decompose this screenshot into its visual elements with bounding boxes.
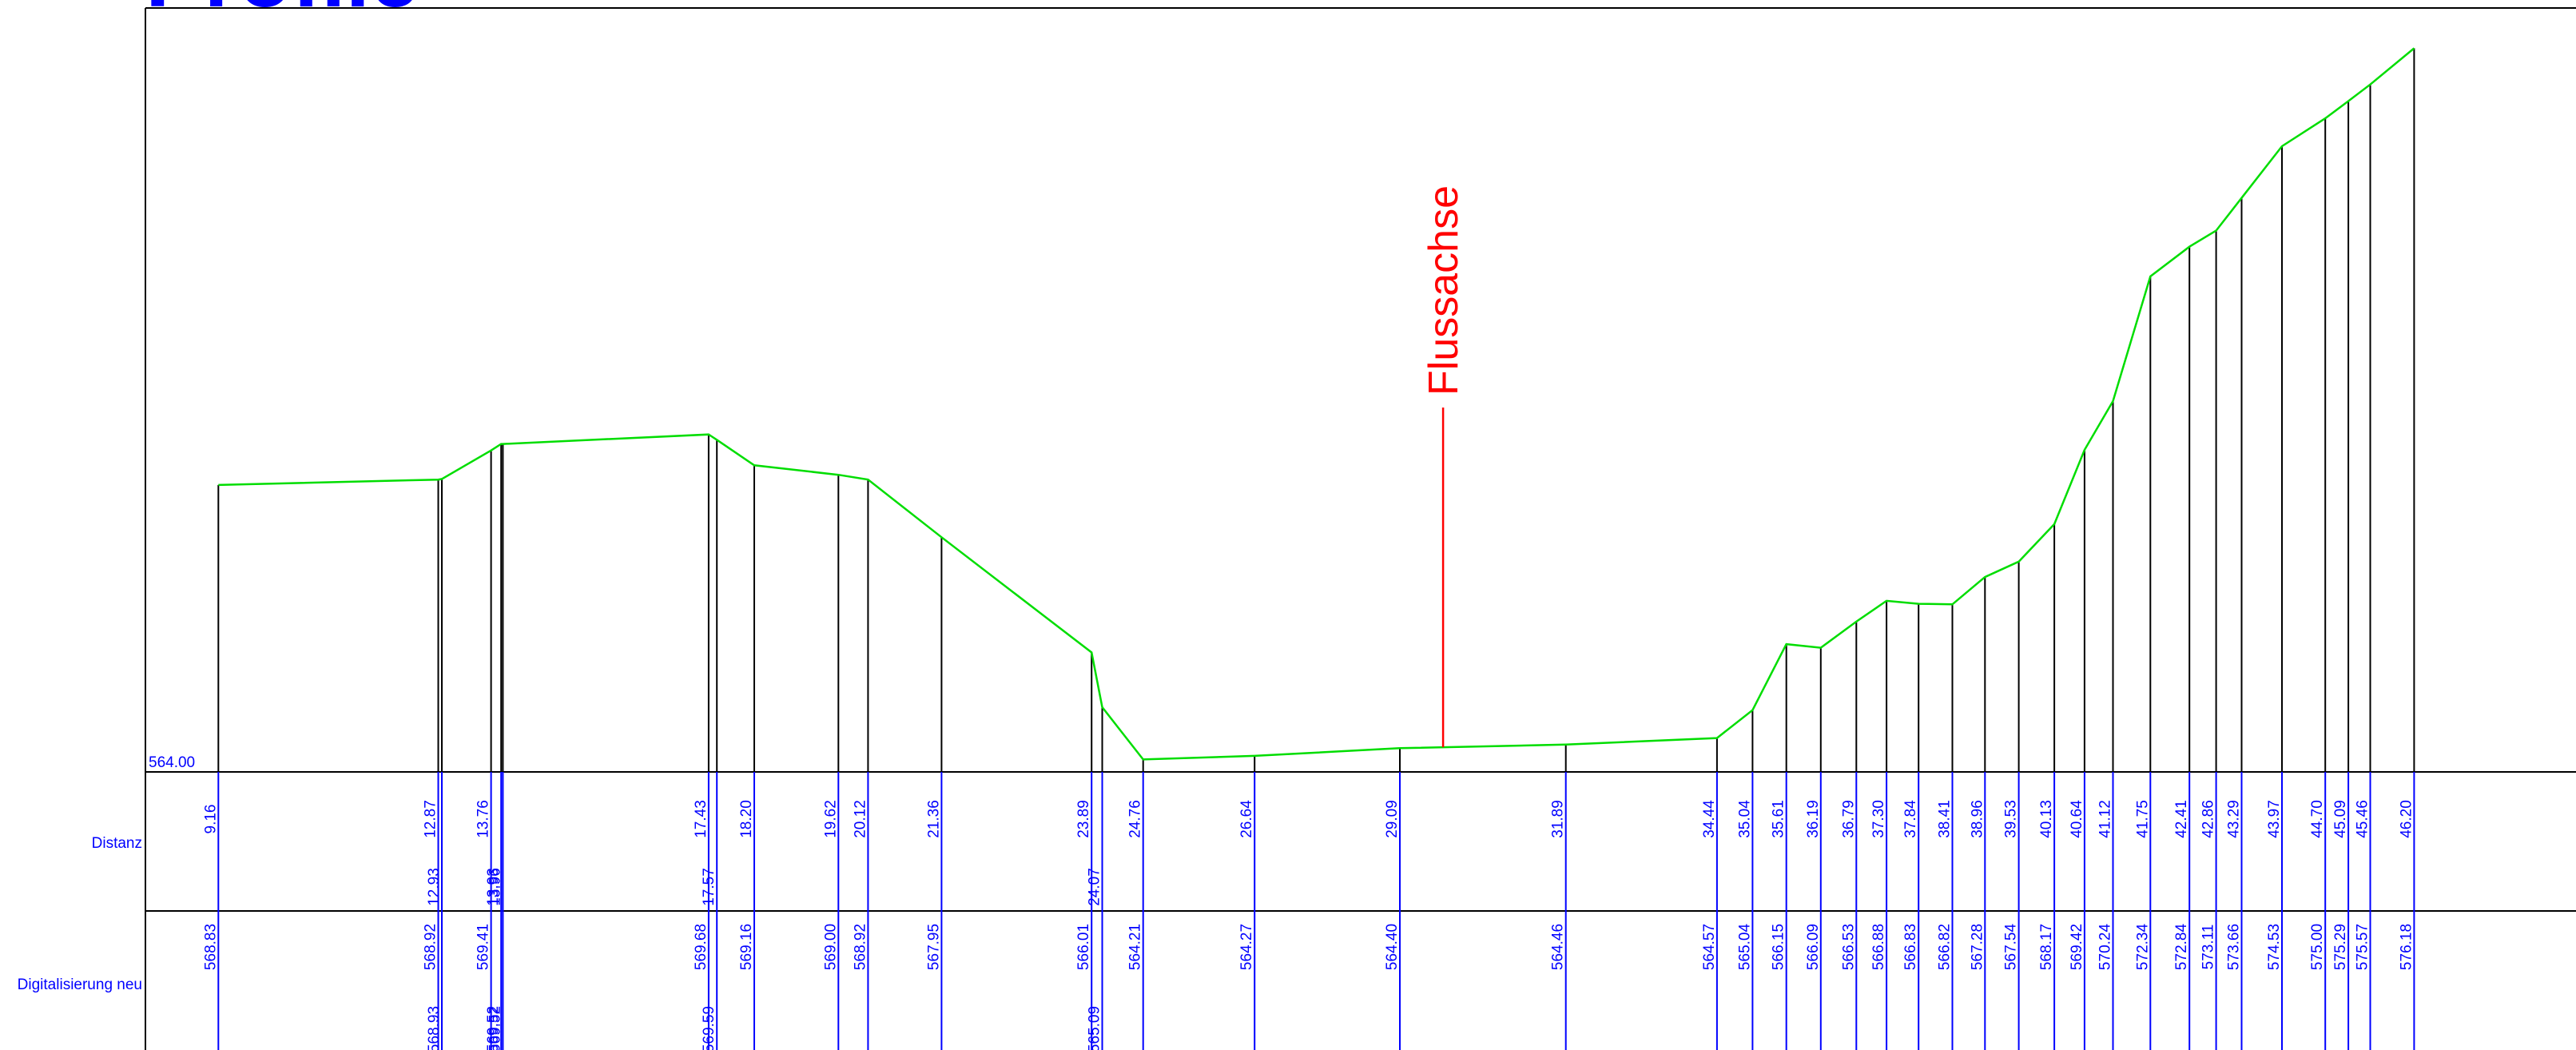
distance-label-22: 36.79 <box>1840 800 1857 838</box>
elevation-label-29: 569.42 <box>2069 924 2085 970</box>
elevation-label-33: 573.11 <box>2200 925 2217 970</box>
river-axis-label: Flussachse <box>1421 185 1467 396</box>
elevation-label-6: 569.68 <box>693 924 710 970</box>
distance-label-16: 29.09 <box>1384 800 1401 838</box>
elevation-label-35: 574.53 <box>2266 924 2283 970</box>
distance-label-30: 41.12 <box>2097 800 2114 838</box>
distance-label-39: 46.20 <box>2398 800 2415 838</box>
river-axis: Flussachse <box>1421 185 1467 748</box>
elevation-label-4: 569.52 <box>485 1006 502 1050</box>
distance-label-24: 37.84 <box>1902 800 1919 838</box>
elevation-label-7: 569.59 <box>701 1006 718 1050</box>
distance-label-10: 20.12 <box>852 800 869 838</box>
elevation-label-11: 567.95 <box>925 924 942 970</box>
profile-line <box>218 47 2415 761</box>
distance-label-15: 26.64 <box>1238 800 1255 838</box>
elevation-label-3: 569.41 <box>475 924 492 970</box>
elevation-label-36: 575.00 <box>2309 924 2326 970</box>
distance-label-21: 36.19 <box>1805 800 1822 838</box>
elevation-label-22: 566.53 <box>1840 924 1857 970</box>
elevation-label-37: 575.29 <box>2332 924 2349 970</box>
distance-label-3: 13.76 <box>475 800 492 838</box>
distance-label-31: 41.75 <box>2134 800 2151 838</box>
elevation-label-24: 566.83 <box>1902 924 1919 970</box>
distance-label-37: 45.09 <box>2332 800 2349 838</box>
elevation-label-13: 565.09 <box>1087 1006 1103 1050</box>
distance-label-6: 17.43 <box>693 800 710 838</box>
station-lines <box>217 48 2415 1050</box>
distance-label-20: 35.61 <box>1771 800 1787 838</box>
chart-title: Profile <box>145 0 419 26</box>
distance-label-4: 13.93 <box>485 868 502 906</box>
distance-label-14: 24.76 <box>1127 800 1144 838</box>
elevation-label-0: 568.83 <box>202 924 219 970</box>
distance-label-5: 13.96 <box>487 868 503 906</box>
elevation-label-25: 566.82 <box>1937 924 1954 970</box>
distance-label-27: 39.53 <box>2003 800 2020 838</box>
distance-label-18: 34.44 <box>1701 800 1718 838</box>
elevation-label-9: 569.00 <box>822 924 839 970</box>
distance-label-19: 35.04 <box>1736 800 1753 838</box>
elevation-label-15: 564.27 <box>1238 924 1255 970</box>
distance-row-label: Distanz <box>92 835 142 852</box>
distance-label-12: 23.89 <box>1075 800 1092 838</box>
elevation-label-2: 568.93 <box>426 1006 443 1050</box>
elevation-label-12: 566.01 <box>1075 924 1092 970</box>
distance-label-33: 42.86 <box>2200 800 2217 838</box>
distance-label-29: 40.64 <box>2069 800 2085 838</box>
distance-label-17: 31.89 <box>1550 800 1567 838</box>
elevation-label-30: 570.24 <box>2097 924 2114 971</box>
station-labels: 9.16 568.83 12.87 568.92 12.93 568.93 13.76 569… <box>202 800 2415 1050</box>
distance-label-11: 21.36 <box>925 800 942 838</box>
elevation-label-28: 568.17 <box>2038 924 2055 970</box>
elevation-label-31: 572.34 <box>2134 924 2151 971</box>
distance-label-28: 40.13 <box>2038 800 2055 838</box>
elevation-label-26: 567.28 <box>1969 924 1986 970</box>
elevation-label-21: 566.09 <box>1805 924 1822 970</box>
distance-label-9: 19.62 <box>822 800 839 838</box>
distance-label-8: 18.20 <box>738 800 755 838</box>
distance-label-13: 24.07 <box>1087 868 1103 906</box>
elevation-label-38: 575.57 <box>2355 924 2371 970</box>
elevation-label-1: 568.92 <box>423 924 439 970</box>
elevation-label-17: 564.46 <box>1550 924 1567 970</box>
elevation-label-10: 568.92 <box>852 924 869 970</box>
distance-label-0: 9.16 <box>202 805 219 834</box>
elevation-label-27: 567.54 <box>2003 924 2020 971</box>
elevation-label-19: 565.04 <box>1736 924 1753 971</box>
elevation-label-34: 573.66 <box>2226 924 2243 970</box>
distance-label-1: 12.87 <box>423 800 439 838</box>
elevation-label-23: 566.88 <box>1870 924 1887 970</box>
elevation-label-5: 569.52 <box>487 1006 503 1050</box>
distance-label-25: 38.41 <box>1937 800 1954 838</box>
elevation-label-18: 564.57 <box>1701 924 1718 970</box>
elevation-label-14: 564.21 <box>1127 924 1144 970</box>
distance-label-32: 42.41 <box>2173 800 2190 838</box>
distance-label-35: 43.97 <box>2266 800 2283 838</box>
terrain-profile <box>218 47 2415 761</box>
distance-label-26: 38.96 <box>1969 800 1986 838</box>
distance-label-36: 44.70 <box>2309 800 2326 838</box>
distance-label-7: 17.57 <box>701 868 718 906</box>
elevation-label-16: 564.40 <box>1384 924 1401 970</box>
datum-label: 564.00 <box>149 754 195 771</box>
elevation-row-label: Digitalisierung neu <box>18 976 142 993</box>
distance-label-38: 45.46 <box>2355 800 2371 838</box>
distance-label-23: 37.30 <box>1870 800 1887 838</box>
elevation-label-20: 566.15 <box>1771 924 1787 970</box>
elevation-label-8: 569.16 <box>738 924 755 970</box>
elevation-label-39: 576.18 <box>2398 924 2415 970</box>
elevation-label-32: 572.84 <box>2173 924 2190 971</box>
distance-label-34: 43.29 <box>2226 800 2243 838</box>
distance-label-2: 12.93 <box>426 868 443 906</box>
